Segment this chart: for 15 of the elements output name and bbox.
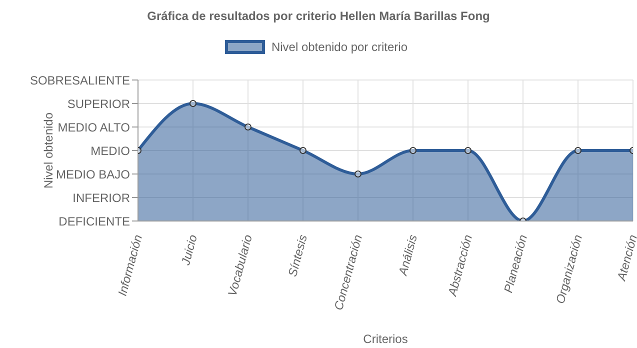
y-axis-title: Nivel obtenido bbox=[41, 112, 56, 189]
category-label: DEFICIENTE bbox=[58, 214, 130, 228]
category-label: MEDIO bbox=[90, 144, 130, 158]
x-tick-label: Análisis bbox=[395, 233, 420, 278]
legend-label: Nivel obtenido por criterio bbox=[271, 40, 408, 54]
x-tick-label: Síntesis bbox=[285, 233, 310, 278]
chart-title: Gráfica de resultados por criterio Hellen María Barillas Fong bbox=[146, 9, 491, 23]
x-tick-label: Atención bbox=[614, 232, 637, 283]
x-axis-title: Criterios bbox=[363, 332, 408, 346]
category-label: SUPERIOR bbox=[67, 96, 130, 111]
category-label: MEDIO BAJO bbox=[56, 167, 130, 182]
category-label: INFERIOR bbox=[72, 190, 130, 205]
category-label: MEDIO ALTO bbox=[58, 120, 130, 134]
category-label: SOBRESALIENTE bbox=[30, 73, 130, 88]
x-tick-label: Juicio bbox=[178, 232, 200, 268]
